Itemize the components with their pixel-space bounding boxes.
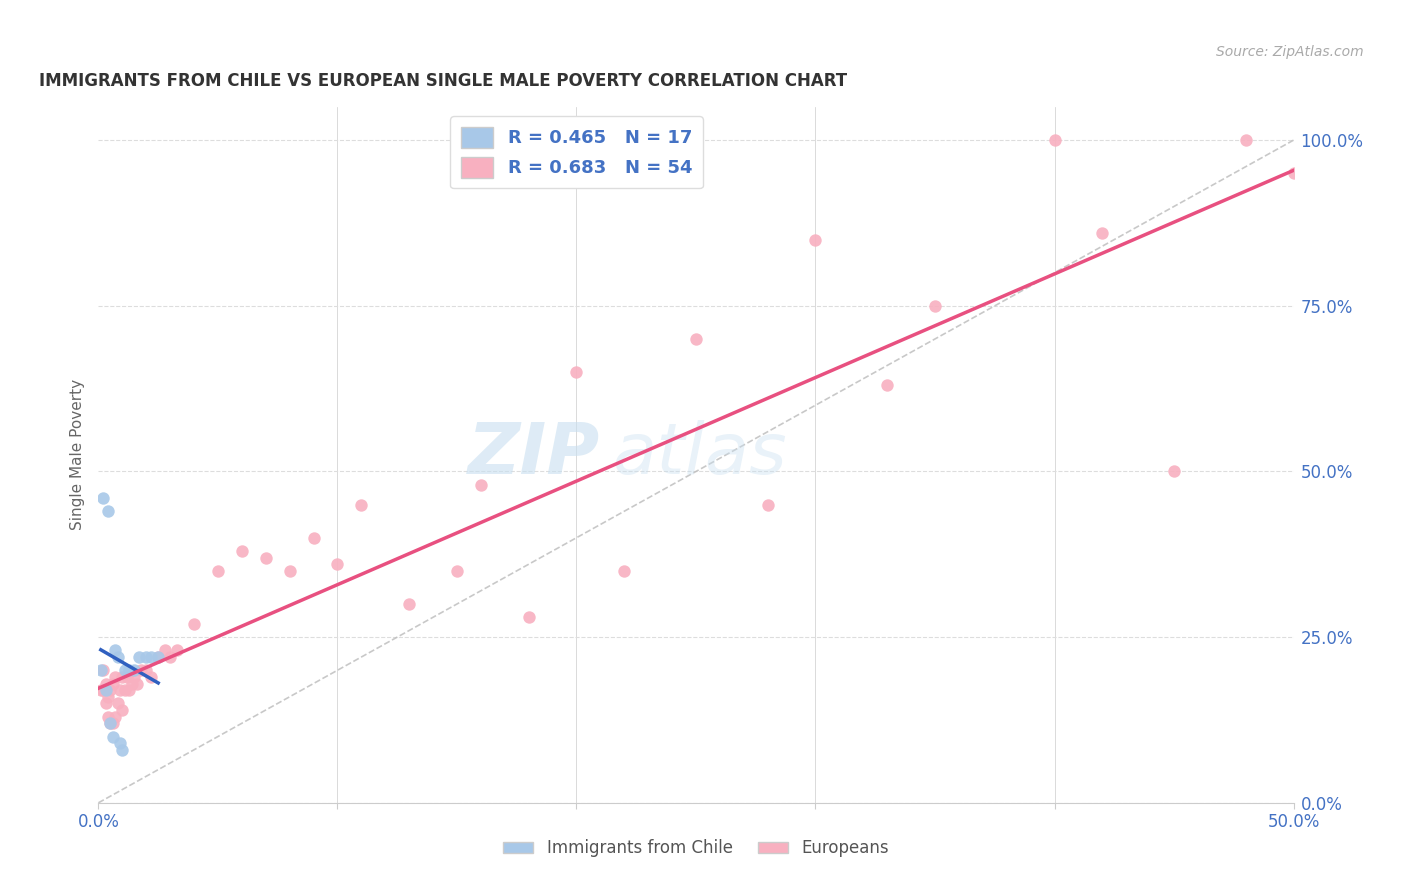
Point — [231, 544, 253, 558]
Text: atlas: atlas — [613, 420, 787, 490]
Point — [118, 663, 141, 677]
Point — [97, 504, 120, 518]
Point — [685, 332, 707, 346]
Point — [91, 491, 114, 505]
Point — [517, 610, 540, 624]
Point — [98, 716, 122, 731]
Point — [876, 378, 898, 392]
Text: Source: ZipAtlas.com: Source: ZipAtlas.com — [1216, 45, 1364, 59]
Point — [254, 550, 277, 565]
Point — [207, 564, 229, 578]
Point — [1234, 133, 1257, 147]
Point — [326, 558, 349, 572]
Point — [114, 663, 136, 677]
Point — [446, 564, 468, 578]
Point — [565, 365, 588, 379]
Point — [613, 564, 636, 578]
Y-axis label: Single Male Poverty: Single Male Poverty — [70, 379, 86, 531]
Point — [1163, 465, 1185, 479]
Point — [94, 683, 117, 698]
Point — [398, 597, 420, 611]
Point — [924, 299, 946, 313]
Point — [94, 697, 117, 711]
Point — [135, 650, 157, 665]
Point — [1091, 226, 1114, 240]
Point — [94, 676, 117, 690]
Point — [91, 663, 114, 677]
Point — [128, 650, 150, 665]
Point — [125, 676, 148, 690]
Point — [108, 736, 131, 750]
Point — [114, 683, 136, 698]
Point — [98, 683, 122, 698]
Point — [350, 498, 373, 512]
Point — [135, 663, 157, 677]
Point — [104, 709, 127, 723]
Point — [131, 663, 153, 677]
Point — [90, 683, 112, 698]
Point — [101, 676, 124, 690]
Point — [101, 716, 124, 731]
Point — [111, 670, 134, 684]
Point — [1282, 166, 1305, 180]
Point — [302, 531, 325, 545]
Point — [104, 643, 127, 657]
Point — [97, 709, 120, 723]
Point — [756, 498, 779, 512]
Point — [166, 643, 188, 657]
Point — [97, 690, 120, 704]
Point — [118, 683, 141, 698]
Text: IMMIGRANTS FROM CHILE VS EUROPEAN SINGLE MALE POVERTY CORRELATION CHART: IMMIGRANTS FROM CHILE VS EUROPEAN SINGLE… — [39, 72, 846, 90]
Point — [90, 663, 112, 677]
Point — [139, 670, 162, 684]
Point — [111, 743, 134, 757]
Point — [148, 650, 170, 665]
Point — [183, 616, 205, 631]
Point — [1043, 133, 1066, 147]
Point — [139, 650, 162, 665]
Point — [111, 703, 134, 717]
Point — [278, 564, 301, 578]
Point — [155, 643, 177, 657]
Point — [115, 670, 138, 684]
Point — [159, 650, 181, 665]
Point — [124, 663, 146, 677]
Legend: Immigrants from Chile, Europeans: Immigrants from Chile, Europeans — [496, 833, 896, 864]
Point — [107, 697, 129, 711]
Point — [107, 650, 129, 665]
Point — [101, 730, 124, 744]
Point — [98, 716, 122, 731]
Point — [108, 683, 131, 698]
Point — [804, 233, 827, 247]
Point — [104, 670, 127, 684]
Point — [91, 683, 114, 698]
Text: ZIP: ZIP — [468, 420, 600, 490]
Point — [470, 477, 492, 491]
Point — [121, 676, 143, 690]
Point — [148, 650, 170, 665]
Point — [124, 670, 146, 684]
